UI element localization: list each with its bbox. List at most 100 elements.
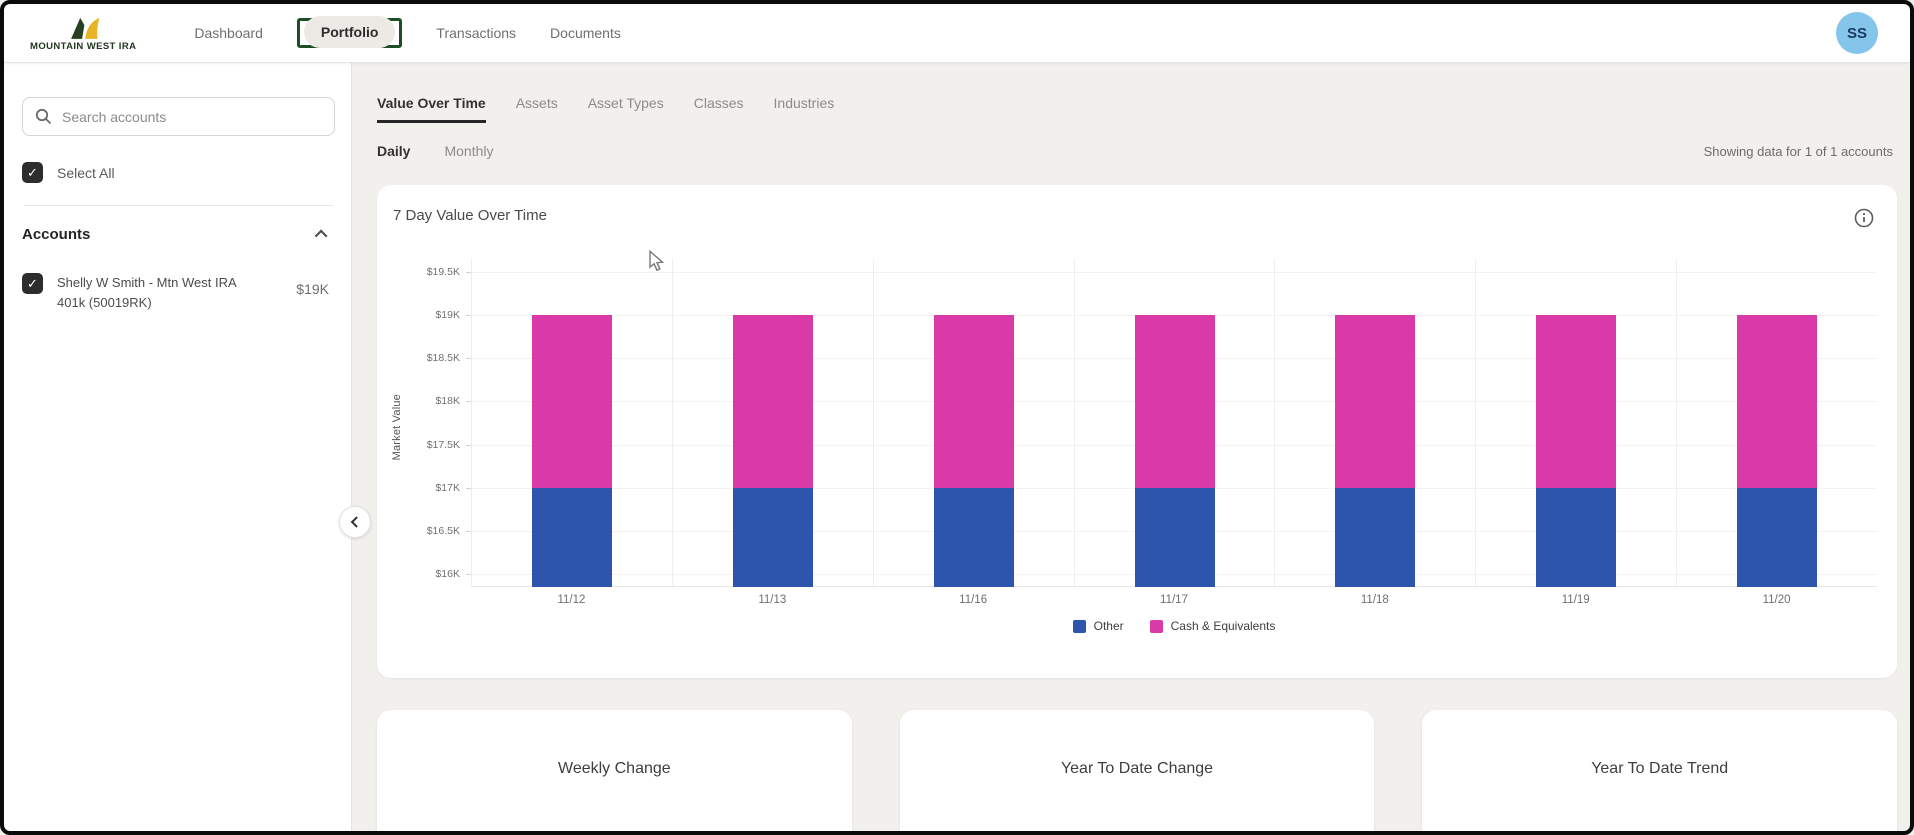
nav-item-transactions[interactable]: Transactions <box>436 25 517 41</box>
ytd-change-title: Year To Date Change <box>1060 760 1214 777</box>
period-option-monthly[interactable]: Monthly <box>444 143 494 159</box>
portfolio-main: Value Over Time Assets Asset Types Class… <box>352 63 1910 831</box>
bar-segment-cash-equivalents <box>1737 315 1818 488</box>
y-tick-mark <box>466 401 471 403</box>
y-tick-label: $19K <box>435 309 460 322</box>
y-tick-mark <box>466 444 471 446</box>
stacked-bar[interactable] <box>1536 259 1617 587</box>
chart-category-cell <box>1275 259 1477 587</box>
chart-card-header: 7 Day Value Over Time <box>377 185 1897 229</box>
brand-logo[interactable]: MOUNTAIN WEST IRA <box>30 14 136 52</box>
sidebar-divider <box>24 205 333 206</box>
stacked-bar[interactable] <box>1335 259 1416 587</box>
bar-segment-other <box>1335 487 1416 587</box>
x-tick-label: 11/19 <box>1561 594 1590 606</box>
brand-name: MOUNTAIN WEST IRA <box>30 41 137 52</box>
y-tick-mark <box>466 487 471 489</box>
sidebar-collapse-button[interactable] <box>339 506 371 538</box>
nav-item-dashboard[interactable]: Dashboard <box>194 25 263 41</box>
chart-cells <box>472 259 1877 587</box>
bar-segment-other <box>531 487 612 587</box>
chevron-up-icon[interactable] <box>314 229 328 243</box>
summary-cards-row: Weekly Change Year To Date Change Year T… <box>377 710 1898 831</box>
y-tick-label: $16.5K <box>426 524 460 537</box>
x-axis-spacer <box>413 587 471 613</box>
y-tick-mark <box>466 574 471 576</box>
select-all-checkbox[interactable]: ✓ <box>22 162 43 183</box>
y-tick-mark <box>466 271 471 273</box>
y-tick-label: $16K <box>435 568 460 581</box>
select-all-row[interactable]: ✓ Select All <box>22 162 335 183</box>
x-tick-label: 11/16 <box>959 594 988 606</box>
tab-asset-types[interactable]: Asset Types <box>587 95 664 111</box>
tab-classes[interactable]: Classes <box>693 95 744 111</box>
x-tick-label: 11/13 <box>758 594 787 606</box>
stacked-bar[interactable] <box>1737 259 1818 587</box>
legend-swatch <box>1072 619 1086 633</box>
accounts-section-header[interactable]: Accounts <box>22 226 335 243</box>
account-checkbox[interactable]: ✓ <box>22 273 43 294</box>
bar-segment-other <box>1134 487 1215 587</box>
nav-item-documents[interactable]: Documents <box>550 25 621 41</box>
active-nav-annotation-box: Portfolio <box>296 16 403 48</box>
gridline <box>472 271 1877 273</box>
chart-category-cell <box>472 259 673 587</box>
chart-grid: Market Value $19.5K $19K $18.5K $18K $17.5K $… <box>391 259 1877 613</box>
chart-title: 7 Day Value Over Time <box>393 207 547 224</box>
chart-area: Market Value $19.5K $19K $18.5K $18K $17.5K $… <box>391 259 1877 633</box>
tab-assets[interactable]: Assets <box>515 95 558 111</box>
account-list-item[interactable]: ✓ Shelly W Smith - Mtn West IRA 401k (50… <box>22 273 335 313</box>
legend-label: Cash & Equivalents <box>1170 619 1276 633</box>
bar-segment-other <box>1737 487 1818 587</box>
showing-accounts-text: Showing data for 1 of 1 accounts <box>1703 143 1893 159</box>
period-option-daily[interactable]: Daily <box>377 143 411 159</box>
ytd-change-card: Year To Date Change <box>899 710 1375 831</box>
ytd-trend-card: Year To Date Trend <box>1422 710 1898 831</box>
weekly-change-title: Weekly Change <box>558 760 671 777</box>
search-accounts-input[interactable] <box>62 108 322 125</box>
period-toggle-row: Daily Monthly Showing data for 1 of 1 ac… <box>377 143 1897 159</box>
chart-x-axis: 11/12 11/13 11/16 11/17 11/18 11/19 11/20 <box>471 587 1877 613</box>
y-tick-label: $18.5K <box>426 352 460 365</box>
y-tick-mark <box>466 315 471 317</box>
legend-label: Other <box>1093 619 1124 633</box>
legend-item[interactable]: Cash & Equivalents <box>1149 619 1276 633</box>
y-tick-label: $17K <box>435 481 460 494</box>
chart-plot <box>471 259 1877 587</box>
value-over-time-card: 7 Day Value Over Time Market Value $19.5… <box>377 185 1897 678</box>
accounts-sidebar: ✓ Select All Accounts ✓ Shelly W Smith -… <box>4 63 352 831</box>
tab-value-over-time[interactable]: Value Over Time <box>377 95 486 123</box>
x-tick-label: 11/17 <box>1160 594 1188 606</box>
account-name: Shelly W Smith - Mtn West IRA 401k (5001… <box>57 275 236 311</box>
stacked-bar[interactable] <box>732 259 813 587</box>
accounts-header-label: Accounts <box>22 226 91 243</box>
bar-segment-other <box>732 487 813 587</box>
portfolio-tabs: Value Over Time Assets Asset Types Class… <box>377 95 1897 123</box>
tab-industries[interactable]: Industries <box>773 95 835 111</box>
select-all-label: Select All <box>57 164 115 181</box>
y-tick-mark <box>466 358 471 360</box>
bar-segment-other <box>933 487 1014 587</box>
y-tick-label: $19.5K <box>426 265 460 278</box>
bar-segment-cash-equivalents <box>531 315 612 488</box>
chart-category-cell <box>1075 259 1276 587</box>
y-tick-label: $18K <box>435 395 460 408</box>
nav-item-portfolio[interactable]: Portfolio <box>303 16 396 48</box>
mountain-sail-logo-icon <box>61 14 105 40</box>
chart-category-cell <box>1476 259 1678 587</box>
search-icon <box>35 108 52 125</box>
weekly-change-card: Weekly Change <box>377 710 852 831</box>
bar-segment-other <box>1536 487 1617 587</box>
chart-category-cell <box>874 259 1075 587</box>
x-tick-label: 11/12 <box>557 594 586 606</box>
stacked-bar[interactable] <box>1134 259 1215 587</box>
stacked-bar[interactable] <box>531 259 612 587</box>
info-icon[interactable] <box>1853 207 1875 229</box>
user-avatar[interactable]: SS <box>1836 12 1878 54</box>
y-tick-label: $17.5K <box>426 438 460 451</box>
legend-item[interactable]: Other <box>1072 619 1124 633</box>
ytd-trend-title: Year To Date Trend <box>1591 760 1729 777</box>
x-tick-label: 11/18 <box>1360 594 1389 606</box>
x-tick-label: 11/20 <box>1762 594 1791 606</box>
stacked-bar[interactable] <box>933 259 1014 587</box>
